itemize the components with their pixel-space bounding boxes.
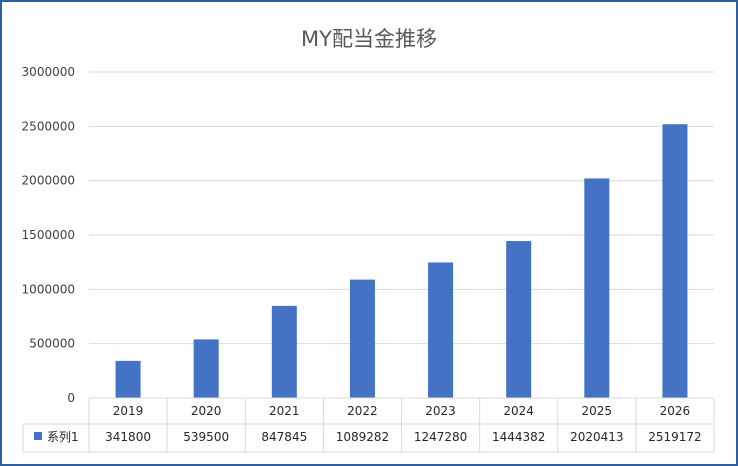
y-tick-label: 1000000 [22, 282, 75, 296]
bar [584, 178, 610, 398]
category-label: 2024 [503, 404, 534, 418]
category-label: 2021 [269, 404, 300, 418]
category-label: 2020 [191, 404, 222, 418]
y-tick-label: 0 [67, 391, 75, 405]
data-label: 539500 [183, 430, 229, 444]
category-label: 2026 [660, 404, 691, 418]
data-label: 2020413 [570, 430, 623, 444]
chart-title: MY配当金推移 [301, 27, 437, 51]
gridlines [89, 71, 714, 345]
category-label: 2025 [582, 404, 613, 418]
data-label: 341800 [105, 430, 151, 444]
data-label: 847845 [261, 430, 307, 444]
series-name: 系列1 [47, 430, 79, 444]
y-tick-label: 3000000 [22, 65, 75, 79]
bar [193, 339, 219, 398]
y-tick-label: 2500000 [22, 119, 75, 133]
bar [349, 279, 375, 398]
data-label: 1089282 [336, 430, 389, 444]
data-label: 1247280 [414, 430, 467, 444]
category-label: 2019 [113, 404, 144, 418]
y-tick-label: 1500000 [22, 228, 75, 242]
bar [506, 241, 532, 398]
data-label: 1444382 [492, 430, 545, 444]
category-label: 2023 [425, 404, 456, 418]
data-table: 2019 2020 2021 2022 2023 2024 2025 2026 系列1 34180… [22, 397, 715, 453]
legend-key [34, 432, 42, 440]
y-axis-ticks: 0 500000 1000000 1500000 2000000 2500000 30000… [22, 65, 75, 405]
y-tick-label: 2000000 [22, 174, 75, 188]
bars [115, 124, 688, 399]
bar [115, 360, 141, 398]
y-tick-label: 500000 [29, 337, 75, 351]
bar [271, 305, 297, 398]
data-label: 2519172 [648, 430, 701, 444]
bar [662, 124, 688, 399]
category-label: 2022 [347, 404, 378, 418]
bar [428, 262, 454, 398]
